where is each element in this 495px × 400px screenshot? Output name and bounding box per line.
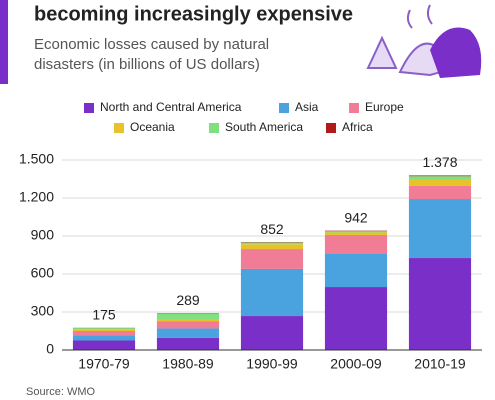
x-tick-label: 1980-89: [162, 356, 214, 372]
source: Source: WMO: [26, 386, 96, 398]
legend-swatch: [349, 103, 359, 113]
x-tick-label: 1990-99: [246, 356, 298, 372]
decorative-icon: [366, 4, 482, 78]
legend-label: Oceania: [130, 120, 175, 134]
y-tick-label: 1.200: [19, 189, 54, 205]
legend-label: Asia: [295, 100, 319, 114]
legend-swatch: [326, 123, 336, 133]
bar-segment: [156, 313, 220, 314]
legend-label: South America: [225, 120, 303, 134]
bar-segment: [240, 268, 304, 317]
total-label: 852: [260, 221, 284, 237]
y-tick-label: 0: [46, 341, 54, 357]
bar-segment: [408, 176, 472, 179]
bar-segment: [156, 328, 220, 338]
bar-segment: [324, 231, 388, 233]
bar-segment: [156, 318, 220, 322]
total-label: 942: [344, 209, 368, 225]
bar-segment: [408, 258, 472, 350]
total-label: 1.378: [422, 154, 457, 170]
bar-segment: [240, 242, 304, 245]
bar-segment: [408, 185, 472, 200]
y-tick-label: 300: [31, 303, 55, 319]
bar-segment: [408, 199, 472, 259]
legend-swatch: [114, 123, 124, 133]
legend-swatch: [84, 103, 94, 113]
bar-segment: [156, 313, 220, 319]
legend-label: Europe: [365, 100, 404, 114]
x-tick-label: 2010-19: [414, 356, 466, 372]
bar-segment: [324, 287, 388, 350]
legend-swatch: [279, 103, 289, 113]
total-label: 175: [92, 307, 116, 323]
legend-label: North and Central America: [100, 100, 242, 114]
bar-segment: [72, 329, 136, 331]
bar-segment: [324, 232, 388, 235]
x-tick-label: 1970-79: [78, 356, 130, 372]
bar-segment: [240, 249, 304, 269]
chart-subtitle: disasters (in billions of US dollars): [34, 56, 260, 73]
chart-title: becoming increasingly expensive: [34, 3, 353, 25]
legend-label: Africa: [342, 120, 373, 134]
bar-segment: [324, 253, 388, 288]
x-tick-label: 2000-09: [330, 356, 382, 372]
bar-segment: [72, 331, 136, 336]
y-tick-label: 1.500: [19, 151, 54, 167]
bar-segment: [408, 175, 472, 177]
bar-segment: [324, 230, 388, 232]
bar-segment: [72, 340, 136, 350]
bar-segment: [156, 321, 220, 329]
bar-segment: [408, 179, 472, 186]
total-label: 289: [176, 292, 200, 308]
chart-subtitle: Economic losses caused by natural: [34, 36, 269, 53]
bar-segment: [72, 328, 136, 330]
accent-bar: [0, 0, 8, 84]
bar-segment: [156, 337, 220, 350]
y-tick-label: 600: [31, 265, 55, 281]
bar-segment: [324, 234, 388, 254]
y-tick-label: 900: [31, 227, 55, 243]
bar-segment: [240, 316, 304, 350]
bar-segment: [72, 335, 136, 341]
bar-segment: [240, 244, 304, 250]
legend-swatch: [209, 123, 219, 133]
